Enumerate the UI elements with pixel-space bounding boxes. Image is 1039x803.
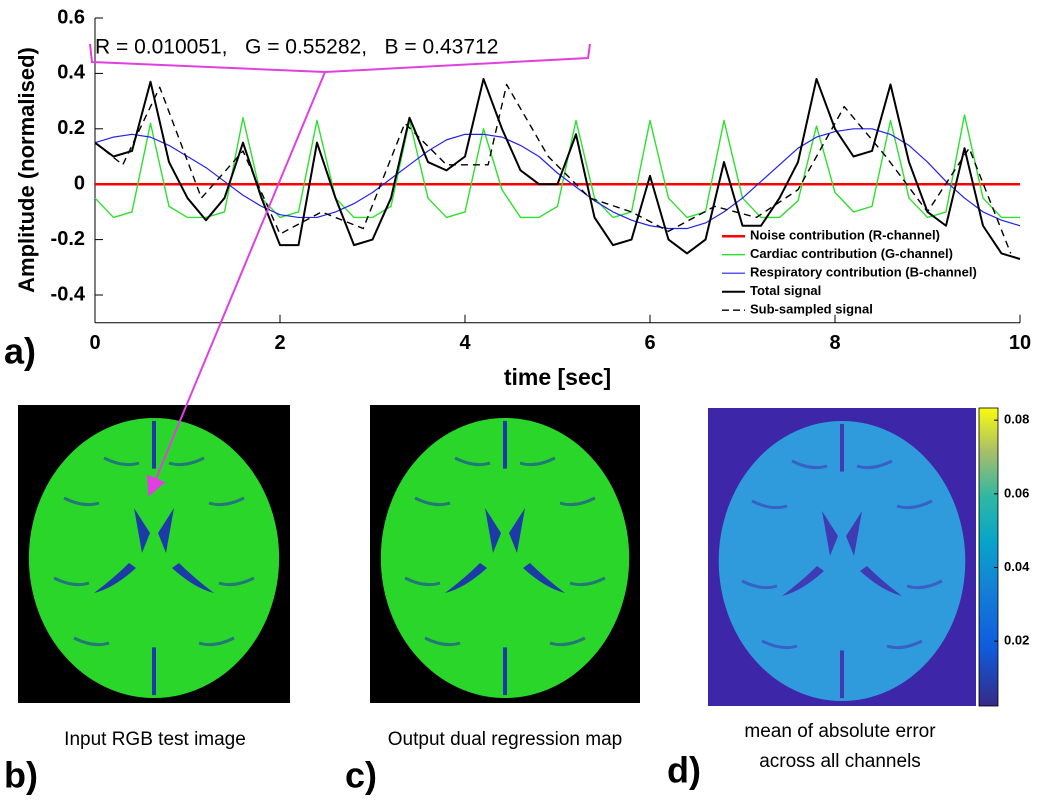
colorbar-tick-label: 0.02 — [1004, 633, 1029, 648]
legend-label: Noise contribution (R-channel) — [750, 228, 940, 243]
legend-label: Sub-sampled signal — [750, 302, 873, 317]
x-axis-label: time [sec] — [504, 364, 611, 390]
panel-label: a) — [4, 331, 36, 372]
figure: -0.4 -0.2 0 0.2 0.4 0.6 0 2 4 6 8 10 time [sec] Ampli… — [0, 0, 1039, 798]
x-tick-label: 0 — [89, 332, 100, 354]
legend-label: Cardiac contribution (G-channel) — [750, 246, 953, 261]
y-tick-label: -0.2 — [51, 228, 85, 250]
legend-label: Respiratory contribution (B-channel) — [750, 265, 977, 280]
images: Input RGB test image b) Output dual regres… — [4, 405, 1030, 796]
annotation: R = 0.010051, G = 0.55282, B = 0.43712 — [95, 36, 498, 59]
y-axis-label: Amplitude (normalised) — [14, 47, 39, 293]
colorbar-tick-label: 0.04 — [1004, 559, 1030, 574]
colorbar — [979, 408, 998, 706]
colorbar-tick-label: 0.08 — [1004, 412, 1029, 427]
legend-label: Total signal — [750, 283, 821, 298]
panel-label: c) — [345, 755, 377, 796]
caption: mean of absolute error — [744, 721, 936, 742]
caption: across all channels — [759, 751, 921, 772]
colorbar-tick-label: 0.06 — [1004, 485, 1029, 500]
x-tick-label: 2 — [274, 332, 285, 354]
panel-label: d) — [667, 750, 701, 791]
caption: Input RGB test image — [64, 729, 246, 750]
series-line — [95, 129, 1020, 229]
y-tick-label: 0 — [74, 172, 85, 194]
panel-label: b) — [4, 755, 38, 796]
y-tick-label: 0.4 — [57, 62, 86, 84]
x-tick-label: 8 — [829, 332, 840, 354]
x-tick-label: 6 — [644, 332, 655, 354]
x-tick-label: 10 — [1009, 332, 1031, 354]
x-tick-label: 4 — [459, 332, 471, 354]
caption: Output dual regression map — [388, 729, 622, 750]
y-tick-label: 0.6 — [57, 6, 85, 28]
y-tick-label: 0.2 — [57, 117, 85, 139]
y-tick-label: -0.4 — [51, 283, 86, 305]
